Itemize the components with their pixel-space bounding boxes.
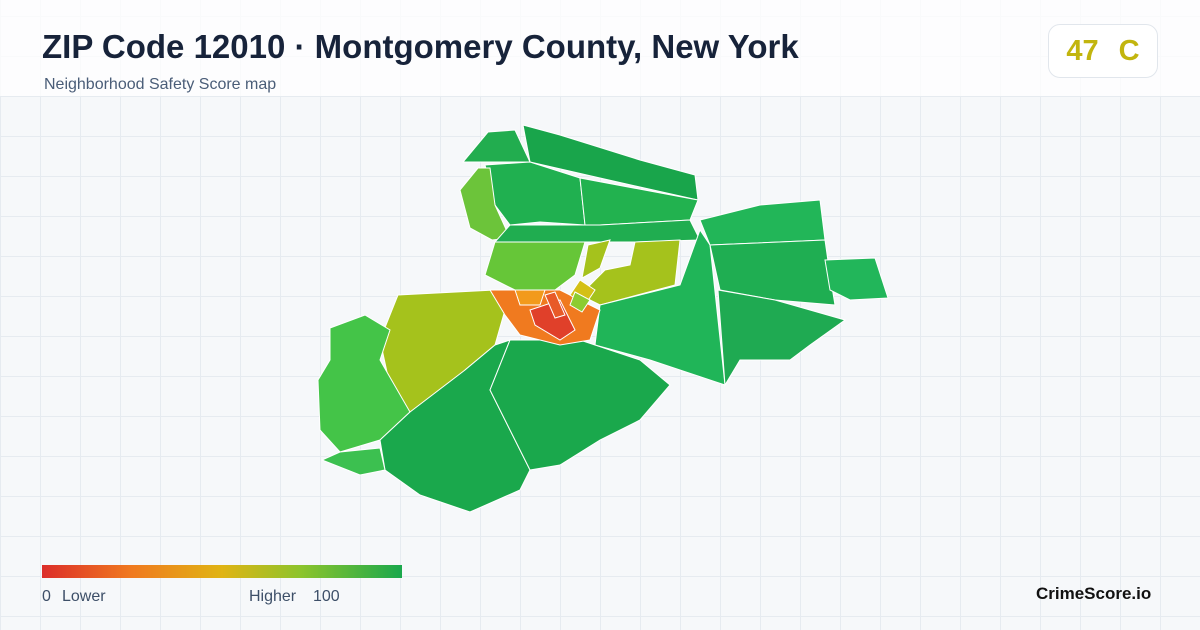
region (484, 161, 586, 226)
region (717, 289, 847, 387)
region (594, 228, 726, 386)
region (484, 241, 586, 291)
legend-min-label: Lower (62, 588, 106, 605)
title: ZIP Code 12010 · Montgomery County, New … (42, 28, 799, 65)
region (544, 291, 566, 319)
region (824, 257, 889, 301)
header (0, 0, 1200, 96)
legend-bar (42, 565, 402, 578)
score-value: 47 (1066, 34, 1099, 67)
region (320, 447, 386, 476)
subtitle: Neighborhood Safety Score map (44, 76, 277, 93)
region (461, 129, 531, 163)
brand: CrimeScore.io (1036, 584, 1152, 603)
score-badge: 47 C (1048, 24, 1158, 78)
score-grade: C (1118, 34, 1140, 67)
legend-max-label: Higher (249, 588, 297, 605)
region (569, 291, 591, 313)
region (514, 289, 546, 306)
legend-min: 0 (42, 588, 51, 605)
region (522, 124, 699, 201)
region (581, 239, 611, 279)
legend-max: 100 (313, 588, 340, 605)
region (699, 199, 826, 246)
